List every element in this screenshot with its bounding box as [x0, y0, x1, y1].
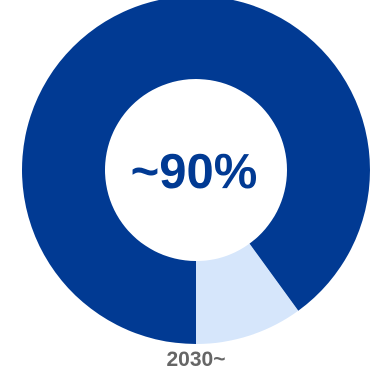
donut-slice-1: [196, 243, 299, 344]
donut-slice-0: [22, 0, 371, 344]
donut-center-value-label: ~90%: [131, 145, 258, 199]
donut-category-label: 2030~: [167, 348, 226, 371]
right-donut: [22, 0, 371, 344]
